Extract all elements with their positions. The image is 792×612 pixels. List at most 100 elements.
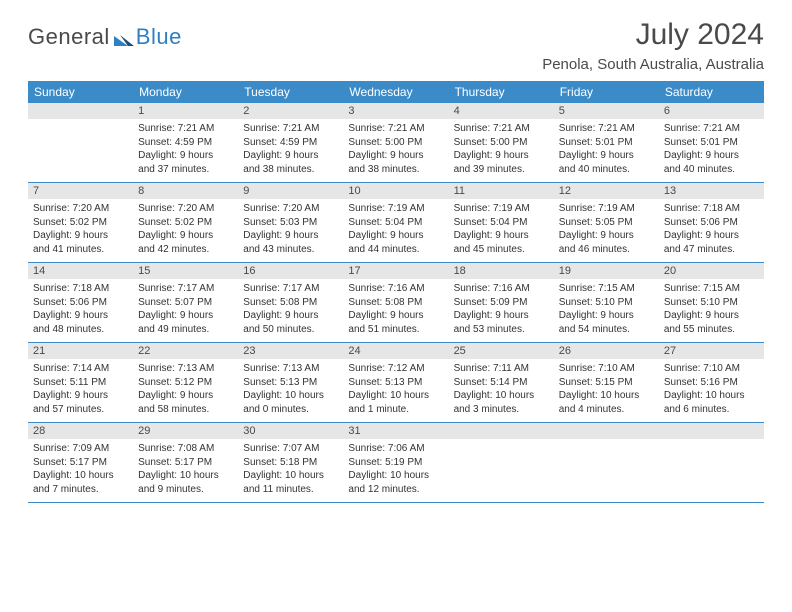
sunset-text: Sunset: 5:11 PM [33,376,128,390]
daylight-text: Daylight: 9 hours [33,229,128,243]
daylight-text: Daylight: 10 hours [243,389,338,403]
day-cell: 14Sunrise: 7:18 AMSunset: 5:06 PMDayligh… [28,263,133,342]
week-row: 14Sunrise: 7:18 AMSunset: 5:06 PMDayligh… [28,263,764,343]
sunset-text: Sunset: 5:04 PM [348,216,443,230]
day-number: 19 [554,263,659,279]
day-cell: 22Sunrise: 7:13 AMSunset: 5:12 PMDayligh… [133,343,238,422]
daylight-text: and 42 minutes. [138,243,233,257]
sunset-text: Sunset: 5:15 PM [559,376,654,390]
sunrise-text: Sunrise: 7:11 AM [454,362,549,376]
sunrise-text: Sunrise: 7:21 AM [454,122,549,136]
day-cell: 8Sunrise: 7:20 AMSunset: 5:02 PMDaylight… [133,183,238,262]
daylight-text: Daylight: 9 hours [348,149,443,163]
day-number: 12 [554,183,659,199]
daylight-text: and 41 minutes. [33,243,128,257]
day-cell: 3Sunrise: 7:21 AMSunset: 5:00 PMDaylight… [343,103,448,182]
day-number: 9 [238,183,343,199]
day-cell: 9Sunrise: 7:20 AMSunset: 5:03 PMDaylight… [238,183,343,262]
daylight-text: Daylight: 10 hours [348,469,443,483]
daylight-text: and 57 minutes. [33,403,128,417]
day-number: 5 [554,103,659,119]
blank-cell [28,103,133,182]
sunset-text: Sunset: 5:10 PM [559,296,654,310]
day-number: 10 [343,183,448,199]
day-number: 22 [133,343,238,359]
day-cell: 21Sunrise: 7:14 AMSunset: 5:11 PMDayligh… [28,343,133,422]
daylight-text: and 4 minutes. [559,403,654,417]
sunrise-text: Sunrise: 7:20 AM [138,202,233,216]
daylight-text: Daylight: 9 hours [454,229,549,243]
day-number: 20 [659,263,764,279]
daylight-text: Daylight: 10 hours [243,469,338,483]
day-number: 27 [659,343,764,359]
day-number: 8 [133,183,238,199]
sunset-text: Sunset: 5:01 PM [664,136,759,150]
month-title: July 2024 [542,18,764,52]
daylight-text: and 38 minutes. [348,163,443,177]
day-number: 18 [449,263,554,279]
day-number: 11 [449,183,554,199]
day-number: 17 [343,263,448,279]
brand-mark-icon [114,30,134,46]
sunrise-text: Sunrise: 7:19 AM [348,202,443,216]
day-cell: 1Sunrise: 7:21 AMSunset: 4:59 PMDaylight… [133,103,238,182]
sunset-text: Sunset: 5:17 PM [138,456,233,470]
daylight-text: and 49 minutes. [138,323,233,337]
sunset-text: Sunset: 5:13 PM [243,376,338,390]
sunrise-text: Sunrise: 7:16 AM [348,282,443,296]
sunrise-text: Sunrise: 7:15 AM [664,282,759,296]
sunset-text: Sunset: 5:01 PM [559,136,654,150]
sunset-text: Sunset: 5:02 PM [138,216,233,230]
week-row: 28Sunrise: 7:09 AMSunset: 5:17 PMDayligh… [28,423,764,503]
sunrise-text: Sunrise: 7:15 AM [559,282,654,296]
sunrise-text: Sunrise: 7:10 AM [664,362,759,376]
sunrise-text: Sunrise: 7:21 AM [348,122,443,136]
day-header: Tuesday [238,81,343,103]
day-cell: 26Sunrise: 7:10 AMSunset: 5:15 PMDayligh… [554,343,659,422]
sunrise-text: Sunrise: 7:19 AM [454,202,549,216]
daylight-text: Daylight: 9 hours [243,149,338,163]
day-header: Sunday [28,81,133,103]
day-number: 26 [554,343,659,359]
daylight-text: Daylight: 9 hours [33,389,128,403]
sunrise-text: Sunrise: 7:18 AM [33,282,128,296]
day-cell: 19Sunrise: 7:15 AMSunset: 5:10 PMDayligh… [554,263,659,342]
daylight-text: and 51 minutes. [348,323,443,337]
daylight-text: and 58 minutes. [138,403,233,417]
blank-cell [554,423,659,502]
day-cell: 16Sunrise: 7:17 AMSunset: 5:08 PMDayligh… [238,263,343,342]
page-header: General Blue July 2024 Penola, South Aus… [28,18,764,73]
daylight-text: Daylight: 10 hours [33,469,128,483]
calendar-page: General Blue July 2024 Penola, South Aus… [0,0,792,521]
sunset-text: Sunset: 5:04 PM [454,216,549,230]
day-header: Thursday [449,81,554,103]
sunrise-text: Sunrise: 7:17 AM [138,282,233,296]
sunrise-text: Sunrise: 7:20 AM [33,202,128,216]
daylight-text: Daylight: 9 hours [348,229,443,243]
brand-part2: Blue [136,24,182,50]
daylight-text: Daylight: 9 hours [33,309,128,323]
day-number: 2 [238,103,343,119]
day-number: 4 [449,103,554,119]
day-number: 28 [28,423,133,439]
calendar-grid: SundayMondayTuesdayWednesdayThursdayFrid… [28,81,764,503]
sunrise-text: Sunrise: 7:16 AM [454,282,549,296]
daylight-text: and 44 minutes. [348,243,443,257]
daylight-text: and 38 minutes. [243,163,338,177]
daylight-text: and 11 minutes. [243,483,338,497]
daylight-text: and 43 minutes. [243,243,338,257]
daylight-text: and 39 minutes. [454,163,549,177]
daylight-text: Daylight: 9 hours [138,309,233,323]
sunrise-text: Sunrise: 7:19 AM [559,202,654,216]
day-cell: 12Sunrise: 7:19 AMSunset: 5:05 PMDayligh… [554,183,659,262]
day-number: 21 [28,343,133,359]
daylight-text: Daylight: 9 hours [664,149,759,163]
sunset-text: Sunset: 4:59 PM [138,136,233,150]
daylight-text: and 45 minutes. [454,243,549,257]
sunrise-text: Sunrise: 7:21 AM [243,122,338,136]
day-cell: 24Sunrise: 7:12 AMSunset: 5:13 PMDayligh… [343,343,448,422]
week-row: 1Sunrise: 7:21 AMSunset: 4:59 PMDaylight… [28,103,764,183]
daylight-text: Daylight: 9 hours [559,229,654,243]
day-cell: 4Sunrise: 7:21 AMSunset: 5:00 PMDaylight… [449,103,554,182]
sunrise-text: Sunrise: 7:07 AM [243,442,338,456]
